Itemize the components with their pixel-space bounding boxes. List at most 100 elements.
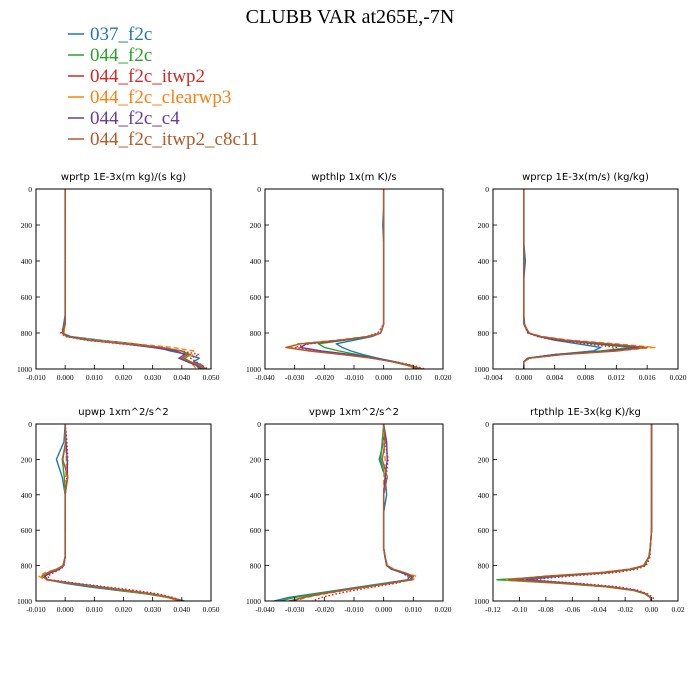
legend-entry-label: 044_f2c_itwp2_c8c11 xyxy=(90,129,259,150)
panel-title: upwp 1xm^2/s^2 xyxy=(78,407,168,418)
plot-frame xyxy=(492,423,679,602)
y-tick-label: 400 xyxy=(21,257,33,266)
y-tick-label: 800 xyxy=(21,329,33,338)
y-tick-label: 200 xyxy=(250,455,262,464)
x-tick-label: 0.040 xyxy=(173,373,190,382)
series-line xyxy=(523,189,648,369)
series-line xyxy=(61,189,206,369)
panels-grid: wprtp 1E-3x(m kg)/(s kg) -0.010 0.000 0.010… xyxy=(17,172,687,614)
y-tick-label: 800 xyxy=(478,329,490,338)
x-tick-label: -0.040 xyxy=(255,605,275,614)
y-tick-label: 400 xyxy=(478,491,490,500)
series-line xyxy=(294,424,417,601)
x-tick-label: -0.030 xyxy=(285,605,305,614)
x-tick-label: 0.010 xyxy=(405,373,422,382)
y-tick-label: 1000 xyxy=(246,365,261,374)
x-tick-label: 0.020 xyxy=(435,605,452,614)
legend: 037_f2c044_f2c044_f2c_itwp2044_f2c_clear… xyxy=(68,24,259,150)
x-tick-label: 0.050 xyxy=(203,605,220,614)
x-tick-label: 0.000 xyxy=(515,373,532,382)
y-tick-label: 400 xyxy=(21,491,33,500)
x-tick-label: 0.050 xyxy=(203,373,220,382)
series-line xyxy=(317,189,417,369)
x-tick-label: 0.020 xyxy=(670,373,687,382)
y-tick-label: 1000 xyxy=(17,597,32,606)
series-line xyxy=(529,424,655,601)
series-line xyxy=(279,424,415,601)
legend-entry-label: 044_f2c_itwp2 xyxy=(90,66,205,87)
y-tick-label: 200 xyxy=(21,221,33,230)
y-tick-label: 0 xyxy=(28,420,32,429)
series-line xyxy=(61,189,203,369)
series-line xyxy=(63,189,197,369)
legend-entry-label: 044_f2c xyxy=(90,45,152,66)
y-tick-label: 800 xyxy=(250,562,262,571)
y-tick-label: 600 xyxy=(478,293,490,302)
series-line xyxy=(63,189,200,369)
panel-title: wprtp 1E-3x(m kg)/(s kg) xyxy=(61,172,186,183)
y-tick-label: 200 xyxy=(478,455,490,464)
y-tick-label: 800 xyxy=(478,562,490,571)
y-tick-label: 200 xyxy=(21,455,33,464)
y-tick-label: 600 xyxy=(21,293,33,302)
panel-title: rtpthlp 1E-3x(kg K)/kg xyxy=(530,407,641,418)
x-tick-label: -0.010 xyxy=(26,605,46,614)
series-line xyxy=(508,424,653,601)
y-tick-label: 0 xyxy=(28,185,32,194)
x-tick-label: 0.000 xyxy=(57,373,74,382)
x-tick-label: -0.010 xyxy=(344,373,364,382)
x-tick-label: 0.030 xyxy=(144,373,161,382)
x-tick-label: 0.010 xyxy=(86,373,103,382)
x-tick-label: -0.02 xyxy=(617,605,633,614)
x-tick-label: 0.020 xyxy=(115,373,132,382)
panel-title: vpwp 1xm^2/s^2 xyxy=(309,407,399,418)
plot-frame xyxy=(35,423,212,602)
chart-panel: wprcp 1E-3x(m/s) (kg/kg) -0.004 0.000 0.004… xyxy=(474,172,687,382)
y-tick-label: 800 xyxy=(250,329,262,338)
x-tick-label: 0.008 xyxy=(577,373,594,382)
x-tick-label: 0.000 xyxy=(375,605,392,614)
y-tick-label: 600 xyxy=(250,526,262,535)
legend-entry-label: 044_f2c_clearwp3 xyxy=(90,87,231,108)
chart-panel: rtpthlp 1E-3x(kg K)/kg -0.12 -0.10 -0.08 -0.… xyxy=(474,407,685,614)
y-tick-label: 400 xyxy=(478,257,490,266)
y-tick-label: 1000 xyxy=(246,597,261,606)
series-line xyxy=(523,189,618,369)
y-tick-label: 0 xyxy=(257,185,261,194)
x-tick-label: 0.012 xyxy=(608,373,625,382)
y-tick-label: 200 xyxy=(250,221,262,230)
series-line xyxy=(60,189,209,369)
series-line xyxy=(335,189,420,369)
x-tick-label: -0.08 xyxy=(538,605,554,614)
legend-entry-label: 044_f2c_c4 xyxy=(90,108,180,129)
series-line xyxy=(273,424,412,601)
chart-panel: upwp 1xm^2/s^2 -0.010 0.000 0.010 0.020 0.030… xyxy=(17,407,220,614)
plot-frame xyxy=(264,188,444,370)
y-tick-label: 600 xyxy=(250,293,262,302)
series-line xyxy=(288,424,415,601)
series-line xyxy=(285,189,423,369)
chart-panel: wpthlp 1x(m K)/s -0.040 -0.030 -0.020 -0.010… xyxy=(246,172,452,382)
x-tick-label: 0.010 xyxy=(405,605,422,614)
y-tick-label: 1000 xyxy=(474,597,489,606)
series-line xyxy=(291,424,413,601)
x-tick-label: -0.020 xyxy=(315,605,335,614)
y-tick-label: 0 xyxy=(257,420,261,429)
series-line xyxy=(312,424,412,601)
x-tick-label: -0.020 xyxy=(315,373,335,382)
x-tick-label: 0.000 xyxy=(375,373,392,382)
x-tick-label: 0.02 xyxy=(671,605,684,614)
figure-title: CLUBB VAR at265E,-7N xyxy=(246,6,455,28)
chart-panel: wprtp 1E-3x(m kg)/(s kg) -0.010 0.000 0.010… xyxy=(17,172,220,382)
legend-entry-label: 037_f2c xyxy=(90,24,152,45)
series-line xyxy=(41,424,182,601)
x-tick-label: 0.000 xyxy=(57,605,74,614)
y-tick-label: 200 xyxy=(478,221,490,230)
series-line xyxy=(46,424,183,601)
panel-title: wprcp 1E-3x(m/s) (kg/kg) xyxy=(522,172,649,183)
x-tick-label: 0.010 xyxy=(86,605,103,614)
x-tick-label: 0.016 xyxy=(639,373,656,382)
x-tick-label: -0.12 xyxy=(485,605,501,614)
x-tick-label: -0.06 xyxy=(564,605,580,614)
